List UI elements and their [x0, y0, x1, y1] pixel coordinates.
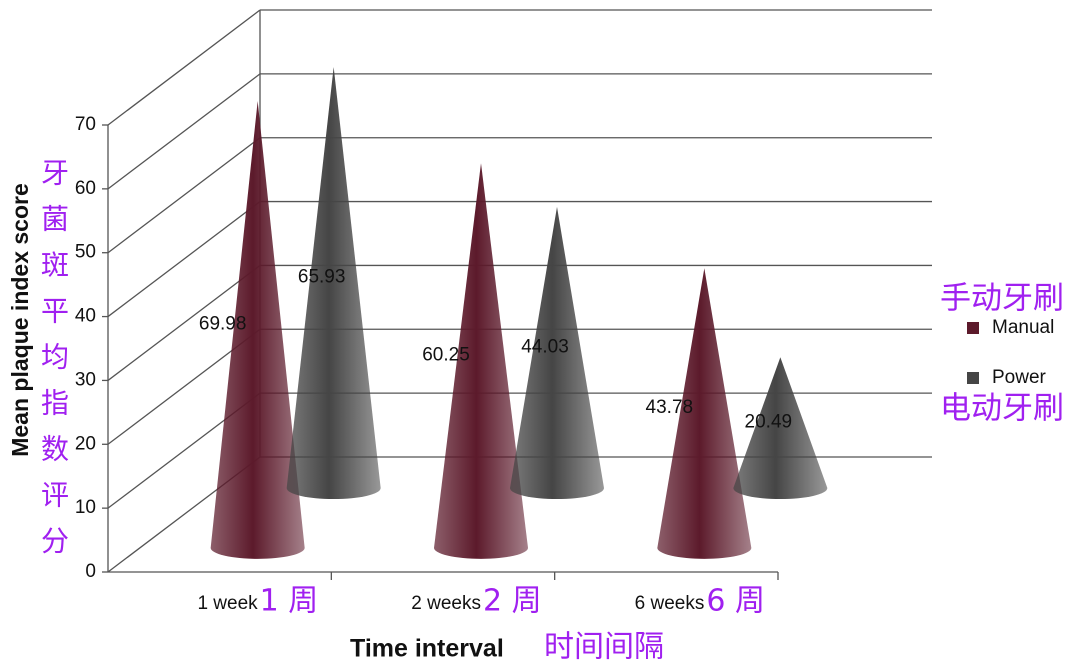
cone — [210, 100, 305, 559]
y-tick-label: 60 — [75, 178, 96, 199]
y-tick-label: 30 — [75, 369, 96, 390]
x-tick-label: 2 weeks — [411, 593, 481, 614]
legend-swatch — [967, 322, 979, 334]
cone — [286, 67, 381, 500]
value-label: 20.49 — [745, 412, 793, 433]
y-tick-label: 40 — [75, 306, 96, 327]
grid-line — [107, 264, 261, 381]
y-tick-label: 20 — [75, 433, 96, 454]
grid-line — [107, 9, 261, 126]
legend-annotation: 手动牙刷 — [940, 281, 1064, 317]
y-tick-label: 10 — [75, 497, 96, 518]
grid-line — [107, 137, 261, 254]
value-label: 60.25 — [422, 344, 470, 365]
legend-label: Power — [992, 367, 1047, 388]
grid-line — [107, 73, 261, 190]
x-tick-label: 6 weeks — [635, 593, 705, 614]
x-tick-annotation: 2 周 — [483, 584, 542, 619]
grid-line — [107, 201, 261, 318]
value-label: 69.98 — [199, 313, 247, 334]
value-label: 43.78 — [646, 397, 694, 418]
legend-annotation: 电动牙刷 — [940, 391, 1064, 427]
y-tick-label: 70 — [75, 114, 96, 135]
value-label: 44.03 — [521, 336, 569, 357]
cone — [434, 163, 528, 559]
x-tick-label: 1 week — [197, 593, 258, 614]
legend-swatch — [967, 372, 979, 384]
legend-label: Manual — [992, 317, 1054, 338]
cone — [510, 206, 604, 500]
cone — [657, 268, 752, 559]
x-tick-annotation: 1 周 — [260, 584, 319, 619]
x-axis-title: Time interval — [350, 635, 504, 663]
x-tick-annotation: 6 周 — [706, 584, 765, 619]
y-tick-label: 0 — [85, 561, 96, 582]
value-label: 65.93 — [298, 267, 346, 288]
y-tick-label: 50 — [75, 242, 96, 263]
cone — [733, 357, 828, 500]
y-axis-title: Mean plaque index score — [7, 183, 33, 457]
y-axis-annotation: 牙菌斑平均指数评分 — [37, 158, 70, 572]
x-axis-annotation: 时间间隔 — [544, 630, 664, 665]
